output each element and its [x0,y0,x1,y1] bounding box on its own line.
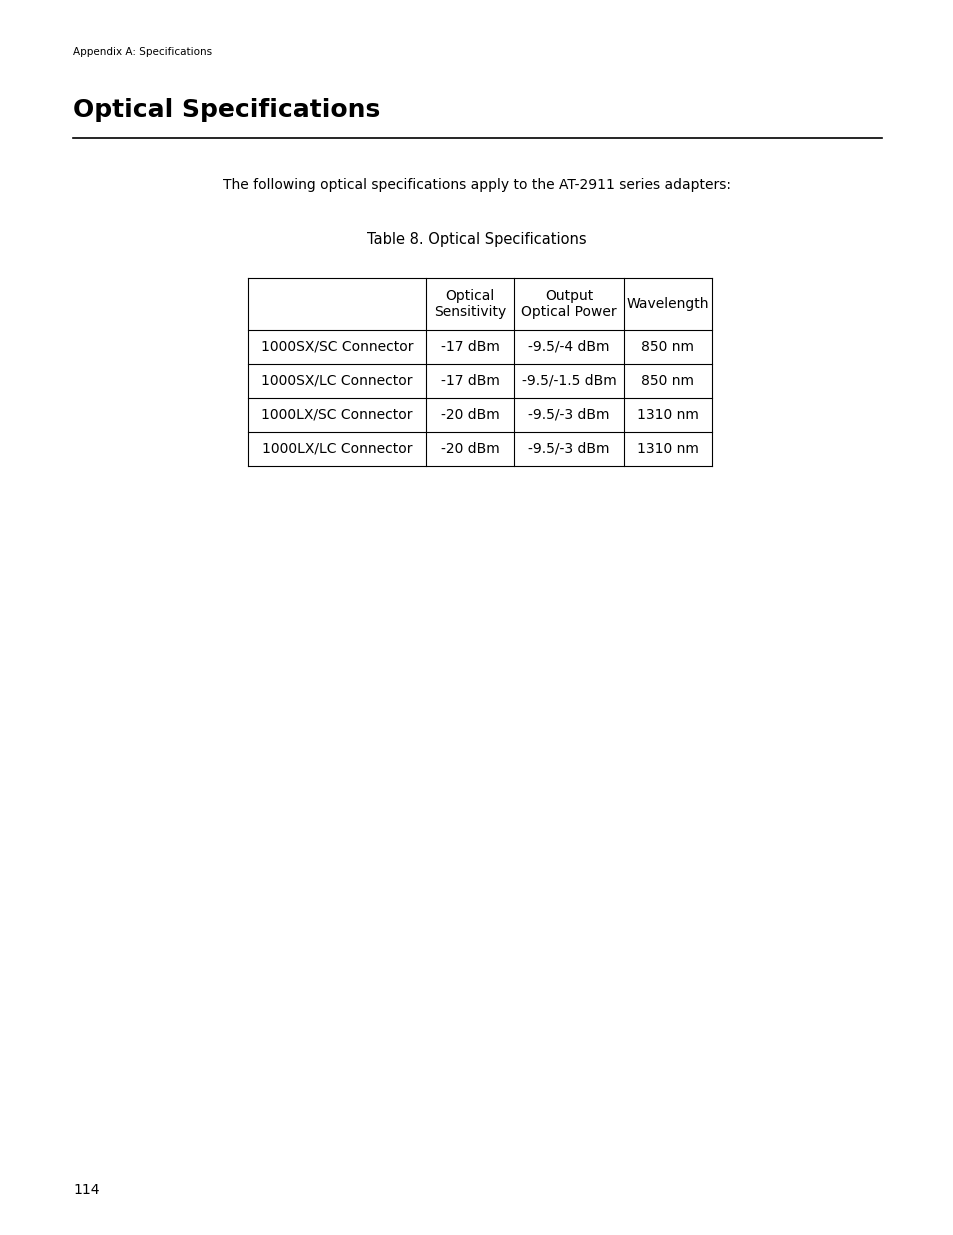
Text: 1000LX/LC Connector: 1000LX/LC Connector [261,442,412,456]
Text: 850 nm: 850 nm [640,340,694,354]
Text: 1000SX/SC Connector: 1000SX/SC Connector [260,340,413,354]
Text: -17 dBm: -17 dBm [440,340,499,354]
Text: -9.5/-4 dBm: -9.5/-4 dBm [528,340,609,354]
Text: Wavelength: Wavelength [626,296,708,311]
Text: 1310 nm: 1310 nm [637,408,699,422]
Text: -20 dBm: -20 dBm [440,442,498,456]
Text: -17 dBm: -17 dBm [440,374,499,388]
Text: 114: 114 [73,1183,99,1197]
Text: Table 8. Optical Specifications: Table 8. Optical Specifications [367,232,586,247]
Text: 1000SX/LC Connector: 1000SX/LC Connector [261,374,413,388]
Text: Optical
Sensitivity: Optical Sensitivity [434,289,506,319]
Text: -9.5/-3 dBm: -9.5/-3 dBm [528,442,609,456]
Text: The following optical specifications apply to the AT-2911 series adapters:: The following optical specifications app… [223,178,730,191]
Text: -20 dBm: -20 dBm [440,408,498,422]
Text: Appendix A: Specifications: Appendix A: Specifications [73,47,212,57]
Text: 1310 nm: 1310 nm [637,442,699,456]
Text: 850 nm: 850 nm [640,374,694,388]
Text: -9.5/-3 dBm: -9.5/-3 dBm [528,408,609,422]
Text: -9.5/-1.5 dBm: -9.5/-1.5 dBm [521,374,616,388]
Text: Output
Optical Power: Output Optical Power [520,289,617,319]
Text: Optical Specifications: Optical Specifications [73,98,380,122]
Text: 1000LX/SC Connector: 1000LX/SC Connector [261,408,413,422]
